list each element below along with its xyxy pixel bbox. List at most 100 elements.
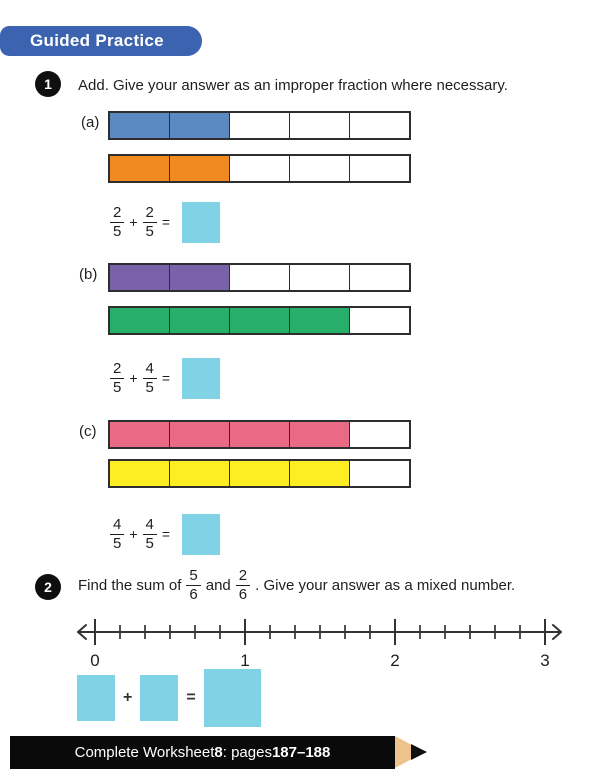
pencil-tip-icon bbox=[411, 744, 427, 760]
plus-sign: + bbox=[129, 214, 138, 230]
fraction-bar-a-top bbox=[108, 111, 411, 140]
bar-cell bbox=[290, 265, 350, 290]
numerator: 2 bbox=[113, 360, 122, 378]
fraction: 4 5 bbox=[110, 516, 125, 552]
bar-cell bbox=[110, 113, 170, 138]
numerator: 2 bbox=[113, 204, 122, 222]
bar-cell bbox=[170, 265, 230, 290]
equals-sign: = bbox=[161, 370, 171, 386]
bar-cell bbox=[290, 156, 350, 181]
bar-cell bbox=[350, 156, 409, 181]
footer-text: : pages bbox=[222, 744, 272, 761]
bar-cell bbox=[290, 461, 350, 486]
denominator: 5 bbox=[142, 221, 157, 240]
bar-cell bbox=[110, 422, 170, 447]
part-c-label: (c) bbox=[79, 423, 97, 440]
fraction: 5 6 bbox=[186, 567, 201, 603]
numerator: 4 bbox=[113, 516, 122, 534]
prompt-text: Find the sum of bbox=[78, 576, 182, 594]
number-line-label: 3 bbox=[540, 651, 549, 670]
denominator: 6 bbox=[235, 584, 251, 603]
answer-box-a[interactable] bbox=[182, 201, 221, 243]
bar-cell bbox=[290, 422, 350, 447]
bar-cell bbox=[230, 156, 290, 181]
equation-c: 4 5 + 4 5 = bbox=[110, 510, 221, 558]
bar-cell bbox=[230, 113, 290, 138]
bar-cell bbox=[350, 461, 409, 486]
number-line-label: 1 bbox=[240, 651, 249, 670]
numerator: 4 bbox=[145, 360, 154, 378]
bar-cell bbox=[110, 461, 170, 486]
fraction: 2 5 bbox=[110, 204, 125, 240]
question-1-badge: 1 bbox=[35, 71, 61, 97]
prompt-text: . Give your answer as a mixed number. bbox=[255, 576, 516, 594]
fraction: 4 5 bbox=[142, 516, 157, 552]
prompt-text: and bbox=[205, 576, 231, 594]
question-2-prompt: Find the sum of 5 6 and 2 6 . Give your … bbox=[78, 564, 520, 606]
denominator: 5 bbox=[110, 221, 125, 240]
sum-box-addend-1[interactable] bbox=[77, 675, 115, 721]
footer-banner: Complete Worksheet 8 : pages 187–188 bbox=[10, 736, 395, 769]
bar-cell bbox=[230, 422, 290, 447]
numerator: 2 bbox=[238, 567, 248, 585]
equals-sign: = bbox=[161, 526, 171, 542]
bar-cell bbox=[110, 156, 170, 181]
fraction: 4 5 bbox=[142, 360, 157, 396]
fraction-bar-b-top bbox=[108, 263, 411, 292]
numerator: 4 bbox=[145, 516, 154, 534]
fraction-bar-a-bottom bbox=[108, 154, 411, 183]
fraction-bar-c-top bbox=[108, 420, 411, 449]
sum-box-addend-2[interactable] bbox=[140, 675, 179, 721]
guided-practice-banner: Guided Practice bbox=[0, 26, 202, 56]
bar-cell bbox=[170, 422, 230, 447]
footer-pages: 187–188 bbox=[271, 744, 331, 761]
bar-cell bbox=[230, 265, 290, 290]
number-line-label: 0 bbox=[90, 651, 99, 670]
bar-cell bbox=[170, 461, 230, 486]
bar-cell bbox=[350, 422, 409, 447]
bar-cell bbox=[350, 265, 409, 290]
part-a-label: (a) bbox=[81, 114, 100, 131]
sum-box-result[interactable] bbox=[203, 669, 261, 727]
denominator: 6 bbox=[186, 584, 201, 603]
fraction: 2 5 bbox=[110, 360, 125, 396]
bar-cell bbox=[350, 308, 409, 333]
number-line-label: 2 bbox=[390, 651, 399, 670]
equation-b: 2 5 + 4 5 = bbox=[110, 354, 221, 402]
bar-cell bbox=[350, 113, 409, 138]
bar-cell bbox=[110, 265, 170, 290]
plus-sign: + bbox=[123, 689, 133, 706]
denominator: 5 bbox=[110, 377, 125, 396]
sum-equation: + = bbox=[77, 668, 261, 728]
fraction-bar-b-bottom bbox=[108, 306, 411, 335]
bar-cell bbox=[290, 113, 350, 138]
fraction-bar-c-bottom bbox=[108, 459, 411, 488]
bar-cell bbox=[230, 461, 290, 486]
equals-sign: = bbox=[161, 214, 171, 230]
fraction: 2 5 bbox=[142, 204, 157, 240]
equals-sign: = bbox=[186, 689, 196, 706]
plus-sign: + bbox=[129, 526, 138, 542]
footer-text: Complete Worksheet bbox=[74, 744, 215, 761]
denominator: 5 bbox=[142, 533, 157, 552]
answer-box-c[interactable] bbox=[182, 513, 221, 555]
fraction: 2 6 bbox=[235, 567, 251, 603]
answer-box-b[interactable] bbox=[182, 357, 221, 399]
number-line: 0 1 2 3 bbox=[77, 619, 562, 670]
part-b-label: (b) bbox=[79, 266, 98, 283]
bar-cell bbox=[110, 308, 170, 333]
bar-cell bbox=[290, 308, 350, 333]
denominator: 5 bbox=[142, 377, 157, 396]
numerator: 2 bbox=[145, 204, 154, 222]
footer-worksheet-number: 8 bbox=[214, 744, 223, 761]
bar-cell bbox=[170, 308, 230, 333]
equation-a: 2 5 + 2 5 = bbox=[110, 198, 221, 246]
denominator: 5 bbox=[110, 533, 125, 552]
bar-cell bbox=[170, 156, 230, 181]
bar-cell bbox=[170, 113, 230, 138]
plus-sign: + bbox=[129, 370, 138, 386]
bar-cell bbox=[230, 308, 290, 333]
question-1-prompt: Add. Give your answer as an improper fra… bbox=[78, 77, 508, 94]
numerator: 5 bbox=[189, 567, 198, 585]
